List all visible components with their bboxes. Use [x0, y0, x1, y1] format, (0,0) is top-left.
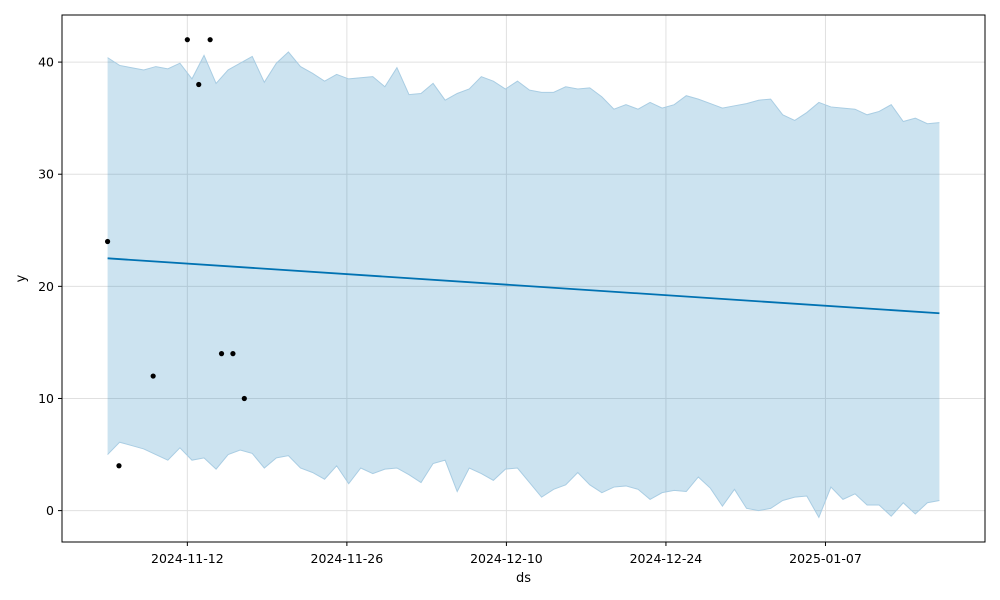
forecast-line-group	[107, 257, 940, 315]
grid-lines	[62, 15, 985, 542]
uncertainty-band	[107, 52, 940, 518]
observed-point	[150, 373, 156, 379]
observed-point	[104, 238, 111, 245]
observed-point	[196, 81, 202, 88]
observed-point	[116, 463, 122, 469]
band-lower-edge	[107, 441, 940, 519]
y-tick-label: 0	[46, 503, 54, 518]
plot-frame	[61, 14, 986, 543]
observed-point	[207, 37, 213, 43]
x-tick-label: 2024-12-24	[630, 551, 703, 566]
y-tick-label: 20	[38, 279, 54, 294]
observed-point	[230, 351, 236, 357]
y-axis-label: y	[14, 274, 29, 282]
y-tick-label: 40	[38, 55, 54, 70]
y-tick-label: 10	[38, 391, 54, 406]
observed-points-group	[104, 37, 247, 469]
forecast-line	[107, 257, 940, 315]
x-axis-label: ds	[516, 571, 531, 586]
x-tick-label: 2024-12-10	[470, 551, 543, 566]
uncertainty-band-group	[107, 51, 940, 519]
observed-point	[184, 37, 190, 43]
y-tick-label: 30	[38, 167, 54, 182]
x-tick-label: 2025-01-07	[789, 551, 862, 566]
band-upper-edge	[107, 51, 940, 125]
x-tick-label: 2024-11-26	[311, 551, 384, 566]
observed-point	[241, 395, 247, 402]
x-tick-label: 2024-11-12	[151, 551, 224, 566]
observed-point	[218, 351, 225, 357]
axis-ticks: 2024-11-12 2024-11-26 2024-12-10 2024-12-24…	[38, 55, 862, 566]
